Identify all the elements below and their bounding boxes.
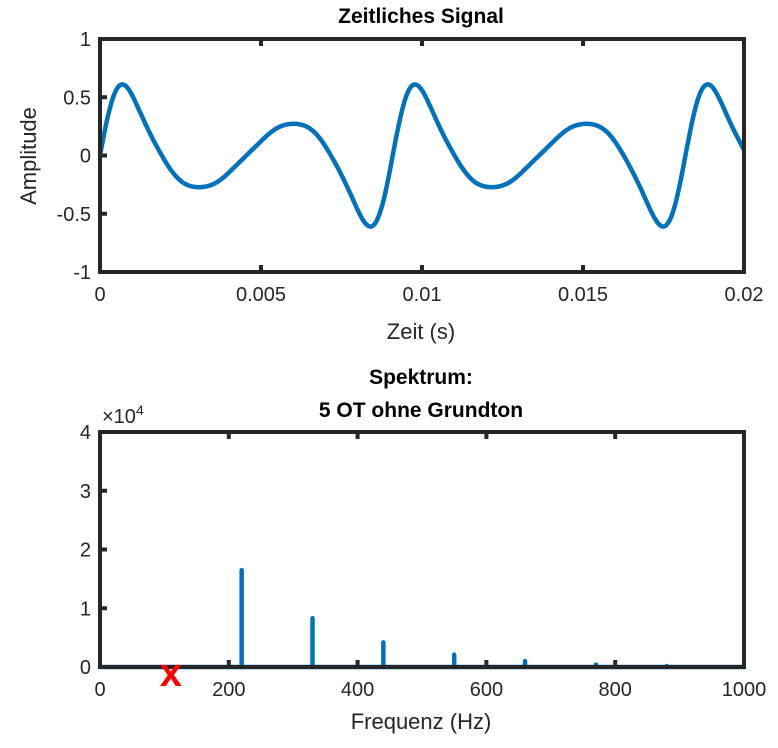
y-tick-label: 0 <box>80 146 91 168</box>
y-tick-label: 0 <box>80 657 91 679</box>
x-tick-label: 400 <box>341 679 374 701</box>
x-tick-label: 1000 <box>722 679 767 701</box>
x-tick-label: 0.01 <box>403 284 442 306</box>
x-tick-label: 0 <box>94 679 105 701</box>
y-tick-label: -0.5 <box>57 204 91 226</box>
x-tick-label: 0.02 <box>725 284 764 306</box>
spectrum-xlabel: Frequenz (Hz) <box>351 709 492 734</box>
y-tick-label: -1 <box>73 262 91 284</box>
y-tick-label: 2 <box>80 540 91 562</box>
x-tick-label: 200 <box>212 679 245 701</box>
x-tick-label: 800 <box>599 679 632 701</box>
spectrum-title-line2: 5 OT ohne Grundton <box>319 399 523 422</box>
spectrum-axes-box <box>98 430 746 669</box>
time-signal-plot: Zeitliches Signal 0 0.005 0.01 0.015 0.02 -1 -… <box>16 5 763 344</box>
time-axes-box <box>98 37 746 274</box>
x-tick-label: 600 <box>470 679 503 701</box>
spectrum-title-line1: Spektrum: <box>369 366 473 389</box>
time-signal-line <box>97 82 746 229</box>
y-tick-label: 4 <box>80 422 91 444</box>
exponent-label: ×104 <box>102 402 144 428</box>
x-tick-label: 0.005 <box>236 284 286 306</box>
time-plot-title: Zeitliches Signal <box>338 5 504 28</box>
y-tick-label: 1 <box>80 29 91 51</box>
missing-fundamental-marker: x <box>160 651 182 695</box>
x-tick-label: 0 <box>94 284 105 306</box>
y-tick-label: 1 <box>80 598 91 620</box>
x-tick-label: 0.015 <box>558 284 608 306</box>
y-tick-label: 3 <box>80 481 91 503</box>
spectrum-plot: Spektrum: 5 OT ohne Grundton ×104 0 200 40… <box>80 366 766 734</box>
time-ylabel: Amplitude <box>16 107 41 205</box>
time-xlabel: Zeit (s) <box>387 319 455 344</box>
y-tick-label: 0.5 <box>63 87 91 109</box>
